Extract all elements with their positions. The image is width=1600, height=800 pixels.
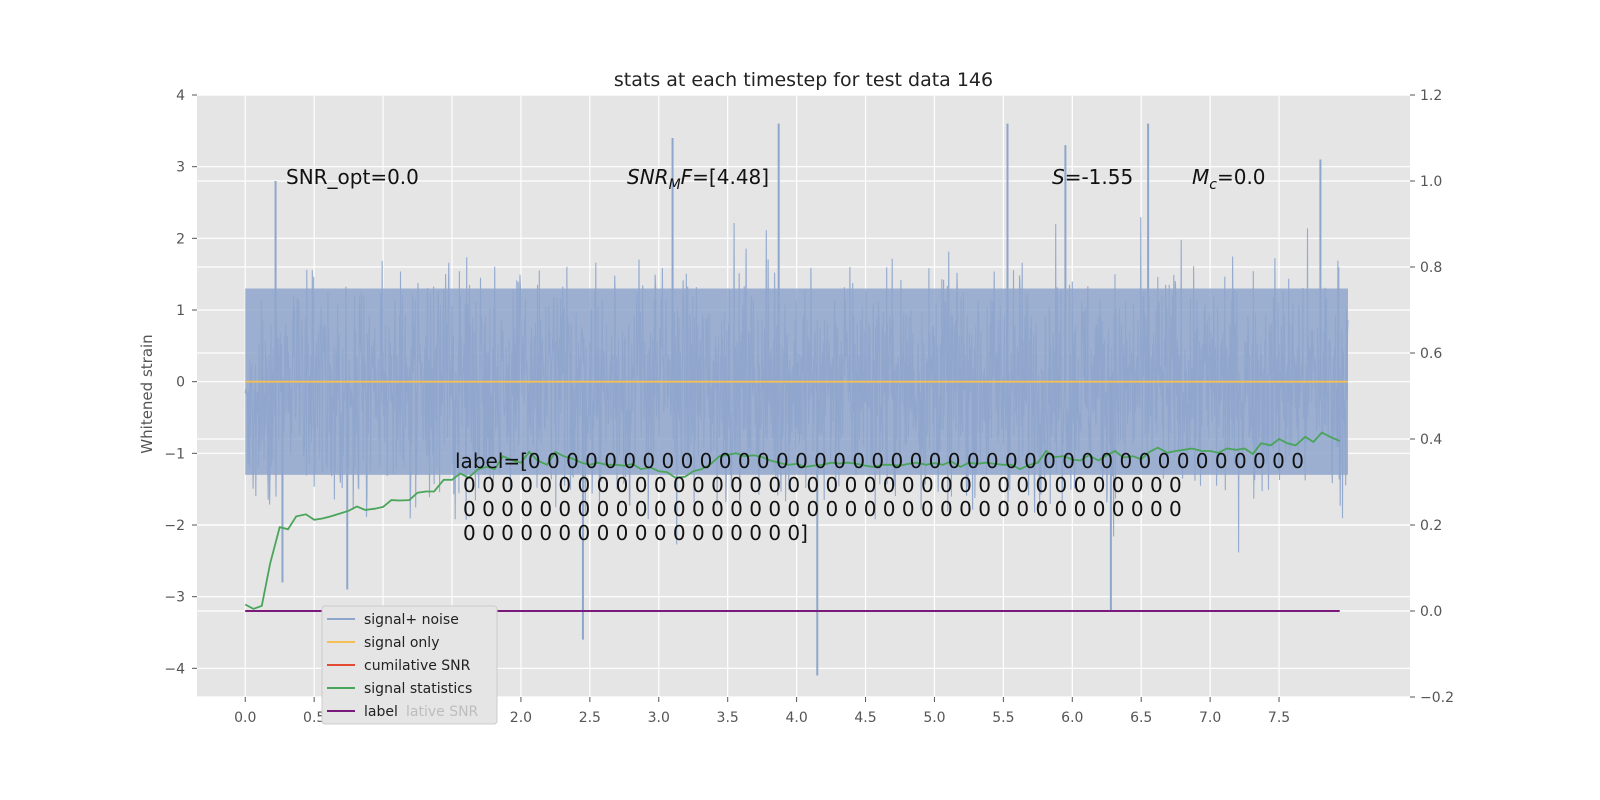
x-tick-label-9: 4.5 (854, 710, 876, 726)
x-tick-label-1: 0.5 (303, 710, 325, 726)
annotation-mc: Mc=0.0 (1192, 165, 1266, 193)
y-tick-label-8: 4 (176, 88, 185, 104)
annotation-label-line-2: 0 0 0 0 0 0 0 0 0 0 0 0 0 0 0 0 0 0 0 0 … (463, 473, 1182, 497)
y-tick-label-5: 1 (176, 303, 185, 319)
legend-box (321, 605, 498, 725)
x-tick-label-7: 3.5 (717, 710, 739, 726)
legend: signal+ noise signal only cumilative SNR si… (321, 605, 498, 725)
legend-label-3: signal statistics (364, 681, 472, 697)
legend-label-1: signal only (364, 635, 439, 651)
x-tick-label-12: 6.0 (1061, 710, 1083, 726)
annotation-s: S=-1.55 (1052, 165, 1133, 189)
y-tick-label-6: 2 (176, 231, 185, 247)
y-right-tick-label-6: 1.0 (1420, 174, 1442, 190)
x-tick-label-13: 6.5 (1130, 710, 1152, 726)
legend-label-0: signal+ noise (364, 612, 459, 628)
y-right-tick-label-7: 1.2 (1420, 88, 1442, 104)
x-tick-label-8: 4.0 (785, 710, 807, 726)
y-right-tick-label-2: 0.2 (1420, 518, 1442, 534)
chart-title: stats at each timestep for test data 146 (614, 69, 993, 91)
annotation-label-line-4: 0 0 0 0 0 0 0 0 0 0 0 0 0 0 0 0 0 0] (463, 521, 808, 545)
annotation-snr-mf-value: =[4.48] (692, 165, 769, 189)
annotation-mc-value: =0.0 (1217, 165, 1266, 189)
y-tick-label-2: −2 (164, 518, 185, 534)
y-tick-label-1: −3 (164, 590, 185, 606)
annotations: SNR_opt=0.0 SNRMF=[4.48] S=-1.55 Mc=0.0 … (286, 165, 1304, 545)
x-tick-label-4: 2.0 (510, 710, 532, 726)
x-tick-label-5: 2.5 (579, 710, 601, 726)
x-tick-label-14: 7.0 (1199, 710, 1221, 726)
annotation-snr-mf: SNRMF=[4.48] (627, 165, 769, 193)
legend-label-4: label (364, 704, 398, 720)
y-tick-label-7: 3 (176, 160, 185, 176)
y-tick-label-0: −4 (164, 661, 185, 677)
x-tick-label-0: 0.0 (234, 710, 256, 726)
y-right-tick-label-4: 0.6 (1420, 346, 1442, 362)
annotation-snr-opt: SNR_opt=0.0 (286, 165, 419, 189)
legend-ghost-text: lative SNR (406, 704, 479, 720)
x-tick-label-15: 7.5 (1268, 710, 1290, 726)
y-tick-label-3: −1 (164, 446, 185, 462)
x-tick-label-6: 3.0 (648, 710, 670, 726)
y-right-tick-label-0: −0.2 (1420, 690, 1454, 706)
y-right-tick-label-1: 0.0 (1420, 604, 1442, 620)
legend-label-2: cumilative SNR (364, 658, 471, 674)
y-right-tick-label-5: 0.8 (1420, 260, 1442, 276)
annotation-label-line-1: label=[0 0 0 0 0 0 0 0 0 0 0 0 0 0 0 0 0… (455, 449, 1304, 473)
x-tick-label-11: 5.5 (992, 710, 1014, 726)
y-tick-label-4: 0 (176, 375, 185, 391)
y-axis-label: Whitened strain (138, 334, 156, 453)
annotation-s-value: =-1.55 (1065, 165, 1134, 189)
axis-ticks: 0.00.51.01.52.02.53.03.54.04.55.05.56.06… (164, 88, 1454, 726)
series-signal-statistics (244, 431, 1341, 610)
x-tick-label-10: 5.0 (923, 710, 945, 726)
annotation-label-line-3: 0 0 0 0 0 0 0 0 0 0 0 0 0 0 0 0 0 0 0 0 … (463, 497, 1182, 521)
y-right-tick-label-3: 0.4 (1420, 432, 1442, 448)
